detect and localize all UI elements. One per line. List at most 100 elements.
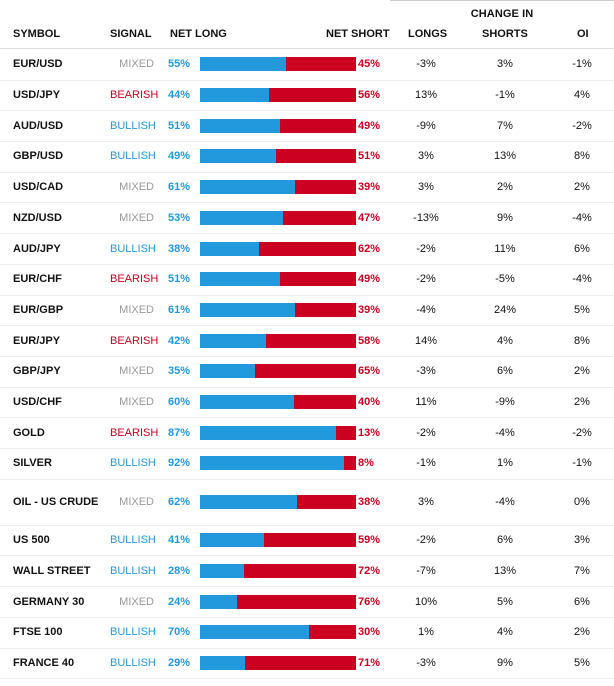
signal-column-header[interactable]: SIGNAL bbox=[110, 28, 152, 40]
net-short-value: 30% bbox=[358, 626, 381, 639]
symbol-column-header[interactable]: SYMBOL bbox=[13, 28, 61, 40]
signal-cell: MIXED bbox=[119, 303, 154, 316]
symbol-cell[interactable]: GERMANY 30 bbox=[13, 595, 85, 608]
net-long-value: 41% bbox=[167, 534, 190, 547]
table-row[interactable]: EUR/CHF BEARISH 51% 49% -2% -5% -4% bbox=[0, 264, 614, 296]
net-long-value: 44% bbox=[167, 89, 190, 102]
net-short-column-header[interactable]: NET SHORT bbox=[326, 28, 390, 40]
table-row[interactable]: GOLD BEARISH 87% 13% -2% -4% -2% bbox=[0, 417, 614, 450]
shorts-column-header[interactable]: SHORTS bbox=[482, 28, 528, 40]
table-row[interactable]: GBP/JPY MIXED 35% 65% -3% 6% 2% bbox=[0, 356, 614, 388]
table-row[interactable]: WALL STREET BULLISH 28% 72% -7% 13% 7% bbox=[0, 556, 614, 588]
symbol-cell[interactable]: GBP/JPY bbox=[13, 365, 61, 378]
net-short-value: 72% bbox=[358, 564, 381, 577]
net-long-value: 61% bbox=[167, 181, 190, 194]
change-oi-cell: -1% bbox=[572, 58, 592, 71]
sentiment-bar bbox=[200, 210, 356, 225]
symbol-cell[interactable]: EUR/CHF bbox=[13, 273, 62, 286]
net-long-column-header[interactable]: NET LONG bbox=[170, 28, 227, 40]
symbol-cell[interactable]: SILVER bbox=[13, 457, 52, 470]
change-oi-cell: -2% bbox=[572, 119, 592, 132]
signal-cell: MIXED bbox=[119, 365, 154, 378]
change-oi-cell: -2% bbox=[572, 426, 592, 439]
oi-column-header[interactable]: OI bbox=[577, 28, 589, 40]
signal-cell: BULLISH bbox=[110, 564, 156, 577]
change-oi-cell: 8% bbox=[574, 334, 590, 347]
symbol-cell[interactable]: GBP/USD bbox=[13, 150, 64, 163]
sentiment-bar bbox=[200, 563, 356, 578]
change-shorts-cell: 2% bbox=[497, 181, 513, 194]
symbol-cell[interactable]: AUD/USD bbox=[13, 119, 64, 132]
symbol-cell[interactable]: US 500 bbox=[13, 534, 50, 547]
sentiment-bar-long-fill bbox=[200, 88, 269, 103]
change-oi-cell: 5% bbox=[574, 303, 590, 316]
change-shorts-cell: 4% bbox=[497, 626, 513, 639]
change-shorts-cell: 7% bbox=[497, 119, 513, 132]
table-row[interactable]: NZD/USD MIXED 53% 47% -13% 9% -4% bbox=[0, 203, 614, 235]
table-row[interactable]: USD/CHF MIXED 60% 40% 11% -9% 2% bbox=[0, 387, 614, 419]
change-longs-cell: -2% bbox=[416, 534, 436, 547]
signal-cell: BULLISH bbox=[110, 534, 156, 547]
table-row[interactable]: OIL - US CRUDE MIXED 62% 38% 3% -4% 0% bbox=[0, 479, 614, 526]
net-long-value: 38% bbox=[167, 242, 190, 255]
table-row[interactable]: USD/JPY BEARISH 44% 56% 13% -1% 4% bbox=[0, 80, 614, 112]
symbol-cell[interactable]: FRANCE 40 bbox=[13, 656, 75, 669]
symbol-cell[interactable]: WALL STREET bbox=[13, 564, 91, 577]
signal-cell: BULLISH bbox=[110, 242, 156, 255]
change-shorts-cell: 3% bbox=[497, 58, 513, 71]
change-longs-cell: 1% bbox=[418, 626, 434, 639]
symbol-cell[interactable]: OIL - US CRUDE bbox=[13, 495, 99, 508]
table-row[interactable]: EUR/GBP MIXED 61% 39% -4% 24% 5% bbox=[0, 295, 614, 327]
sentiment-bar bbox=[200, 57, 356, 72]
table-header-row: SYMBOL SIGNAL NET LONG NET SHORT LONGS S… bbox=[0, 22, 614, 49]
sentiment-bar bbox=[200, 88, 356, 103]
change-longs-cell: -1% bbox=[416, 457, 436, 470]
symbol-cell[interactable]: AUD/JPY bbox=[13, 242, 61, 255]
change-shorts-cell: 9% bbox=[497, 211, 513, 224]
net-short-value: 39% bbox=[358, 181, 381, 194]
table-row[interactable]: AUD/JPY BULLISH 38% 62% -2% 11% 6% bbox=[0, 233, 614, 265]
change-longs-cell: -3% bbox=[416, 656, 436, 669]
table-row[interactable]: GERMANY 30 MIXED 24% 76% 10% 5% 6% bbox=[0, 586, 614, 618]
table-row[interactable]: US 500 BULLISH 41% 59% -2% 6% 3% bbox=[0, 525, 614, 557]
change-shorts-cell: 24% bbox=[493, 303, 517, 316]
signal-cell: BULLISH bbox=[110, 457, 156, 470]
sentiment-bar-long-fill bbox=[200, 655, 246, 670]
table-row[interactable]: SILVER BULLISH 92% 8% -1% 1% -1% bbox=[0, 448, 614, 480]
symbol-cell[interactable]: GOLD bbox=[13, 426, 45, 439]
table-row[interactable]: EUR/JPY BEARISH 42% 58% 14% 4% 8% bbox=[0, 325, 614, 357]
change-longs-cell: -2% bbox=[416, 426, 436, 439]
table-row[interactable]: GBP/USD BULLISH 49% 51% 3% 13% 8% bbox=[0, 141, 614, 173]
sentiment-bar bbox=[200, 272, 356, 287]
table-row[interactable]: FTSE 100 BULLISH 70% 30% 1% 4% 2% bbox=[0, 617, 614, 649]
signal-cell: MIXED bbox=[119, 211, 154, 224]
change-shorts-cell: 1% bbox=[497, 457, 513, 470]
sentiment-bar-long-fill bbox=[200, 272, 280, 287]
symbol-cell[interactable]: USD/JPY bbox=[13, 89, 61, 102]
symbol-cell[interactable]: EUR/JPY bbox=[13, 334, 61, 347]
symbol-cell[interactable]: USD/CHF bbox=[13, 396, 62, 409]
signal-cell: BEARISH bbox=[110, 273, 159, 286]
longs-column-header[interactable]: LONGS bbox=[408, 28, 448, 40]
symbol-cell[interactable]: NZD/USD bbox=[13, 211, 62, 224]
change-longs-cell: -9% bbox=[416, 119, 436, 132]
change-longs-cell: -13% bbox=[413, 211, 439, 224]
net-long-value: 87% bbox=[167, 426, 190, 439]
table-row[interactable]: FRANCE 40 BULLISH 29% 71% -3% 9% 5% bbox=[0, 648, 614, 680]
table-row[interactable]: EUR/USD MIXED 55% 45% -3% 3% -1% bbox=[0, 49, 614, 81]
net-short-value: 58% bbox=[358, 334, 381, 347]
net-long-value: 49% bbox=[167, 150, 190, 163]
symbol-cell[interactable]: USD/CAD bbox=[13, 181, 64, 194]
net-short-value: 51% bbox=[358, 150, 381, 163]
signal-cell: MIXED bbox=[119, 181, 154, 194]
symbol-cell[interactable]: EUR/USD bbox=[13, 58, 63, 71]
symbol-cell[interactable]: EUR/GBP bbox=[13, 303, 64, 316]
change-longs-cell: -7% bbox=[416, 564, 436, 577]
net-long-value: 35% bbox=[167, 365, 190, 378]
net-short-value: 49% bbox=[358, 273, 381, 286]
table-row[interactable]: USD/CAD MIXED 61% 39% 3% 2% 2% bbox=[0, 172, 614, 204]
symbol-cell[interactable]: FTSE 100 bbox=[13, 626, 63, 639]
table-row[interactable]: AUD/USD BULLISH 51% 49% -9% 7% -2% bbox=[0, 110, 614, 143]
change-shorts-cell: 5% bbox=[497, 595, 513, 608]
net-long-value: 51% bbox=[167, 273, 190, 286]
